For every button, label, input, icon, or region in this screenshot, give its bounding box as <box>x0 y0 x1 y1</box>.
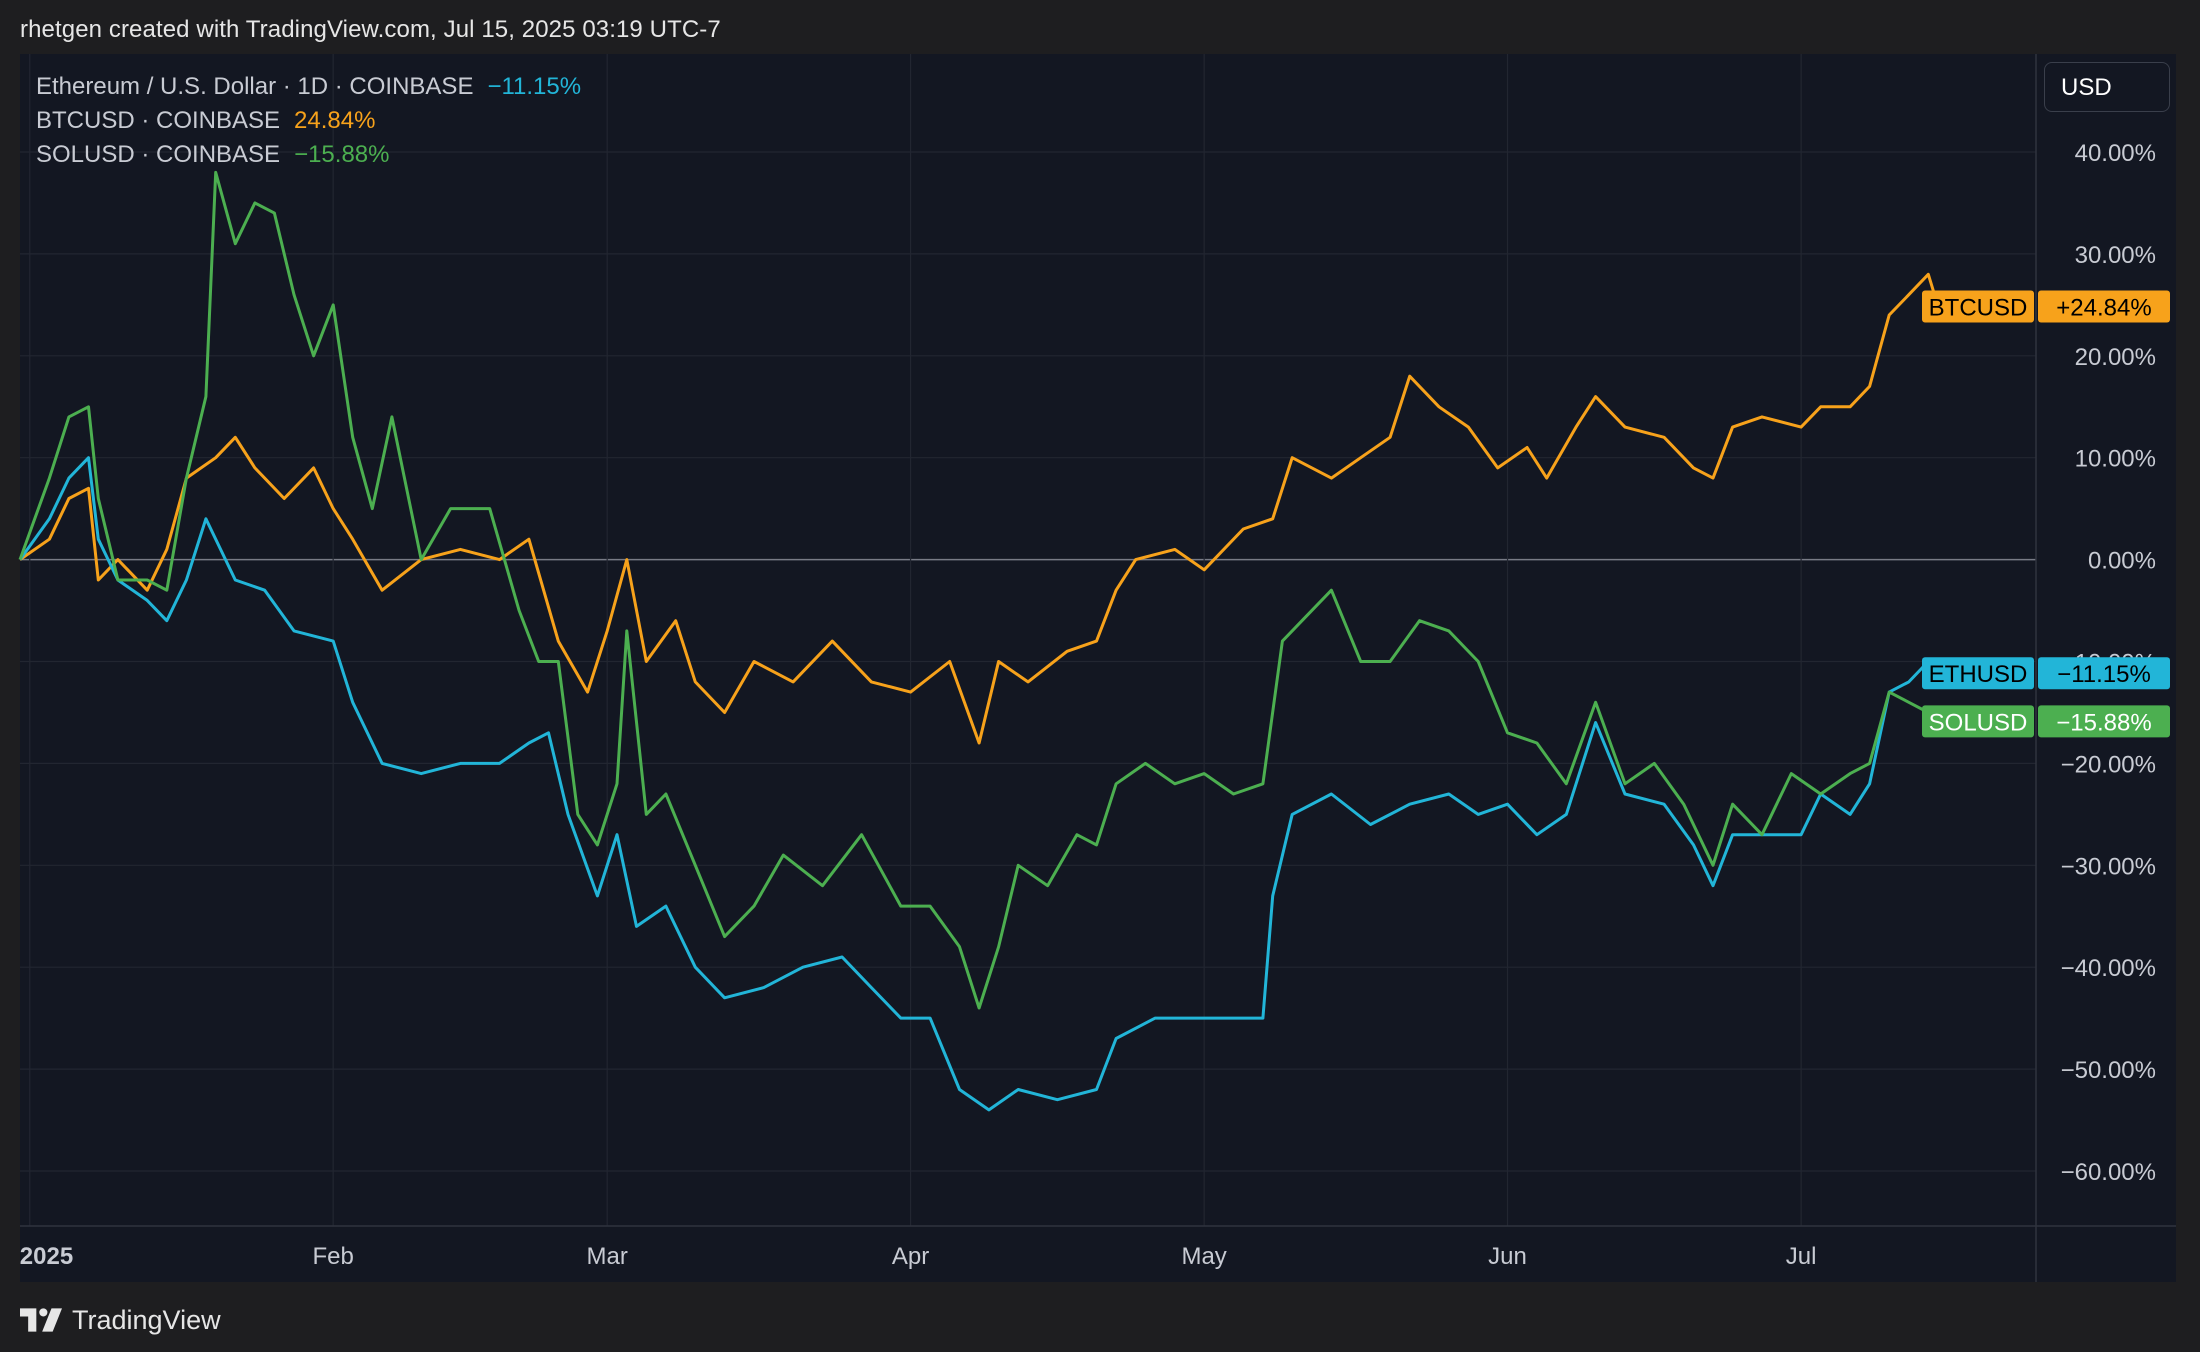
x-tick-label: Jun <box>1488 1243 1527 1270</box>
legend-label: BTCUSD · COINBASE <box>36 107 281 134</box>
legend-item-sol[interactable]: SOLUSD · COINBASE −15.88% <box>36 138 581 172</box>
price-label-name-box[interactable] <box>1922 705 2034 738</box>
x-tick-label: Feb <box>312 1243 353 1270</box>
legend-value: 24.84% <box>294 107 376 134</box>
y-tick-label: −60.00% <box>2061 1159 2156 1186</box>
series-line-ethusd[interactable] <box>18 456 1940 1112</box>
price-label-value-box[interactable] <box>2038 657 2170 690</box>
legend-item-eth[interactable]: Ethereum / U.S. Dollar · 1D · COINBASE −1… <box>36 70 581 104</box>
price-label-value-box[interactable] <box>2038 290 2170 323</box>
x-tick-label: Mar <box>587 1243 628 1270</box>
y-tick-label: −20.00% <box>2061 751 2156 778</box>
price-label-name: BTCUSD <box>1929 294 2028 321</box>
comparison-chart[interactable]: 40.00%30.00%20.00%10.00%0.00%−10.00%−20.… <box>0 0 2200 1282</box>
y-tick-label: −40.00% <box>2061 955 2156 982</box>
chart-credit: rhetgen created with TradingView.com, Ju… <box>20 16 721 43</box>
y-tick-label: −50.00% <box>2061 1057 2156 1084</box>
tradingview-logo-icon <box>20 1308 62 1332</box>
y-tick-label: 30.00% <box>2075 242 2156 269</box>
x-tick-label: Apr <box>892 1243 929 1270</box>
y-tick-label: 0.00% <box>2088 548 2156 575</box>
legend-value: −11.15% <box>487 73 582 100</box>
price-label-name: ETHUSD <box>1929 661 2028 688</box>
x-tick-label: May <box>1181 1243 1226 1270</box>
price-label-value-box[interactable] <box>2038 705 2170 738</box>
currency-button[interactable]: USD <box>2044 62 2170 112</box>
footer-brand[interactable]: TradingView <box>20 1300 221 1340</box>
y-tick-label: 10.00% <box>2075 446 2156 473</box>
y-tick-label: 40.00% <box>2075 140 2156 167</box>
price-label-value: +24.84% <box>2056 294 2151 321</box>
price-label-name-box[interactable] <box>1922 657 2034 690</box>
legend-label: Ethereum / U.S. Dollar · 1D · COINBASE <box>36 73 474 100</box>
chart-area[interactable] <box>20 54 2176 1282</box>
y-tick-label: 20.00% <box>2075 344 2156 371</box>
brand-name: TradingView <box>72 1304 221 1335</box>
x-tick-label: 2025 <box>20 1243 73 1270</box>
y-tick-label: −30.00% <box>2061 853 2156 880</box>
legend-value: −15.88% <box>294 141 390 168</box>
price-label-name: SOLUSD <box>1929 709 2028 736</box>
legend-item-btc[interactable]: BTCUSD · COINBASE 24.84% <box>36 104 581 138</box>
price-label-value: −11.15% <box>2057 661 2151 688</box>
price-label-name-box[interactable] <box>1922 290 2034 323</box>
legend: Ethereum / U.S. Dollar · 1D · COINBASE −1… <box>36 70 581 172</box>
legend-label: SOLUSD · COINBASE <box>36 141 281 168</box>
series-line-solusd[interactable] <box>18 170 1940 1010</box>
x-tick-label: Jul <box>1786 1243 1817 1270</box>
price-label-value: −15.88% <box>2056 709 2151 736</box>
series-line-btcusd[interactable] <box>19 272 1940 745</box>
